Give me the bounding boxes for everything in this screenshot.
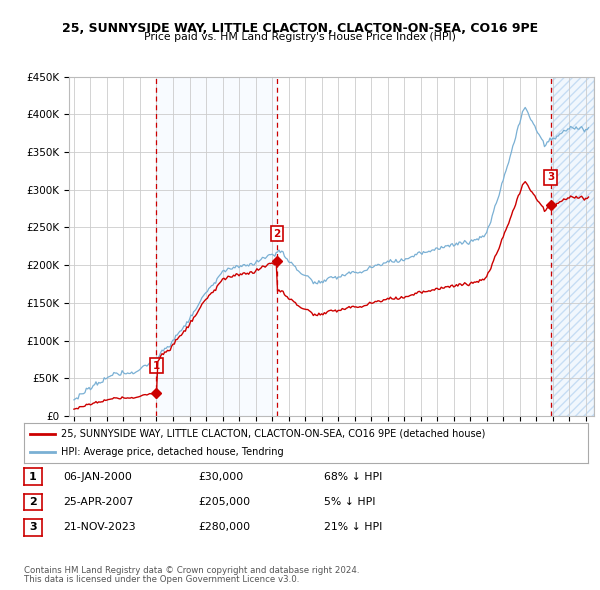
Text: £205,000: £205,000 [198, 497, 250, 507]
Bar [551, 77, 594, 416]
Text: 1: 1 [29, 472, 37, 481]
Text: 25, SUNNYSIDE WAY, LITTLE CLACTON, CLACTON-ON-SEA, CO16 9PE (detached house): 25, SUNNYSIDE WAY, LITTLE CLACTON, CLACT… [61, 429, 485, 439]
Text: 25, SUNNYSIDE WAY, LITTLE CLACTON, CLACTON-ON-SEA, CO16 9PE: 25, SUNNYSIDE WAY, LITTLE CLACTON, CLACT… [62, 22, 538, 35]
Text: 3: 3 [547, 172, 554, 182]
Text: 21% ↓ HPI: 21% ↓ HPI [324, 523, 382, 532]
Text: Price paid vs. HM Land Registry's House Price Index (HPI): Price paid vs. HM Land Registry's House … [144, 32, 456, 42]
Bar [157, 77, 277, 416]
Text: 3: 3 [29, 523, 37, 532]
Text: 1: 1 [153, 360, 160, 371]
Text: 2: 2 [29, 497, 37, 507]
Text: Contains HM Land Registry data © Crown copyright and database right 2024.: Contains HM Land Registry data © Crown c… [24, 566, 359, 575]
Text: 25-APR-2007: 25-APR-2007 [63, 497, 133, 507]
Bar [551, 77, 594, 416]
Text: HPI: Average price, detached house, Tendring: HPI: Average price, detached house, Tend… [61, 447, 283, 457]
Text: 5% ↓ HPI: 5% ↓ HPI [324, 497, 376, 507]
Text: 21-NOV-2023: 21-NOV-2023 [63, 523, 136, 532]
Text: 2: 2 [273, 229, 280, 239]
Bar [551, 77, 594, 416]
Text: 06-JAN-2000: 06-JAN-2000 [63, 472, 132, 481]
Text: £280,000: £280,000 [198, 523, 250, 532]
Text: This data is licensed under the Open Government Licence v3.0.: This data is licensed under the Open Gov… [24, 575, 299, 584]
Text: £30,000: £30,000 [198, 472, 243, 481]
Text: 68% ↓ HPI: 68% ↓ HPI [324, 472, 382, 481]
